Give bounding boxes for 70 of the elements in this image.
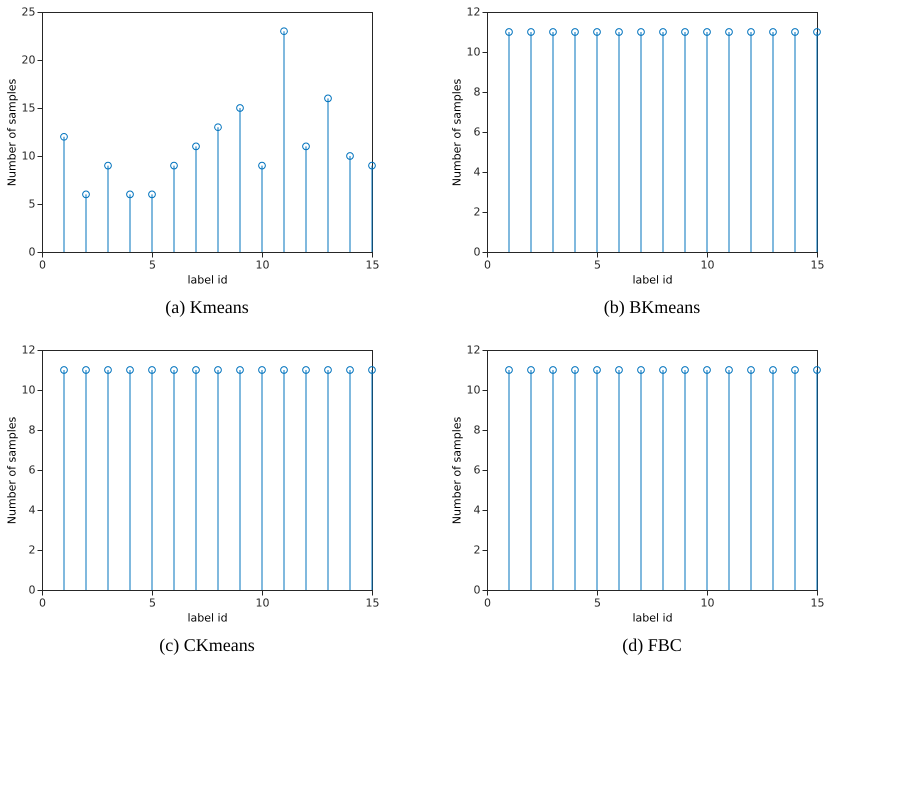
- x-tick-label: 15: [366, 596, 380, 610]
- y-tick-label: 8: [474, 86, 480, 98]
- y-tick-label: 4: [474, 504, 480, 516]
- point: [236, 104, 244, 112]
- y-tick-label: 5: [28, 198, 36, 210]
- point: [60, 132, 68, 141]
- point: [126, 190, 134, 198]
- y-tick-label: 15: [22, 102, 36, 114]
- y-tick-label: 12: [22, 344, 36, 356]
- y-tick-label: 10: [466, 46, 480, 58]
- x-axis-title: label id: [632, 612, 673, 624]
- y-tick-label: 2: [28, 544, 36, 556]
- x-tick-label: 0: [484, 258, 491, 272]
- y-tick-label: 0: [28, 584, 36, 596]
- y-tick-label: 6: [474, 126, 480, 138]
- x-tick-label: 5: [594, 596, 601, 610]
- text: (b) BKmeans: [604, 297, 700, 317]
- y-tick-label: 2: [474, 544, 480, 556]
- text: (d) FBC: [622, 635, 682, 655]
- point: [170, 162, 178, 170]
- y-tick-label: 6: [474, 464, 480, 476]
- y-tick-label: 25: [22, 6, 36, 18]
- y-tick-label: 8: [28, 424, 36, 436]
- y-tick-label: 4: [474, 166, 480, 178]
- y-axis-title: Number of samples: [450, 416, 464, 524]
- x-tick-label: 10: [700, 258, 714, 272]
- x-axis-title: label id: [632, 274, 673, 286]
- x-tick-label: 15: [366, 258, 380, 272]
- x-tick-label: 10: [256, 596, 270, 610]
- y-tick-label: 0: [474, 584, 480, 596]
- x-tick-label: 15: [810, 596, 824, 610]
- y-tick-label: 10: [466, 384, 480, 396]
- x-tick-label: 0: [39, 258, 46, 272]
- y-tick-label: 20: [22, 54, 36, 66]
- y-tick-label: 12: [466, 344, 480, 356]
- x-tick-label: 0: [484, 596, 491, 610]
- point: [104, 162, 112, 170]
- y-tick-label: 6: [28, 464, 36, 476]
- point: [258, 162, 266, 170]
- x-tick-label: 10: [256, 258, 270, 272]
- x-tick-label: 5: [149, 258, 156, 272]
- text: (a) Kmeans: [165, 297, 249, 317]
- point: [148, 190, 156, 198]
- point: [324, 94, 332, 102]
- point: [214, 123, 222, 132]
- point: [302, 142, 310, 150]
- y-tick-label: 12: [466, 6, 480, 18]
- x-tick-label: 10: [700, 596, 714, 610]
- point: [368, 162, 376, 170]
- y-axis-title: Number of samples: [450, 78, 464, 186]
- y-tick-label: 4: [28, 504, 36, 516]
- x-axis-title: label id: [187, 612, 228, 624]
- x-tick-label: 15: [810, 258, 824, 272]
- y-tick-label: 0: [28, 246, 36, 258]
- point: [192, 142, 200, 150]
- x-tick-label: 5: [149, 596, 156, 610]
- x-tick-label: 0: [39, 596, 46, 610]
- y-tick-label: 0: [474, 246, 480, 258]
- x-tick-label: 5: [594, 258, 601, 272]
- y-axis-title: Number of samples: [6, 416, 19, 524]
- y-tick-label: 10: [22, 150, 36, 162]
- y-tick-label: 10: [22, 384, 36, 396]
- y-tick-label: 2: [474, 206, 480, 218]
- y-tick-label: 8: [474, 424, 480, 436]
- point: [280, 27, 288, 36]
- y-axis-title: Number of samples: [6, 78, 19, 186]
- x-axis-title: label id: [187, 274, 228, 286]
- text: (c) CKmeans: [159, 635, 255, 655]
- point: [346, 152, 354, 160]
- point: [82, 190, 90, 198]
